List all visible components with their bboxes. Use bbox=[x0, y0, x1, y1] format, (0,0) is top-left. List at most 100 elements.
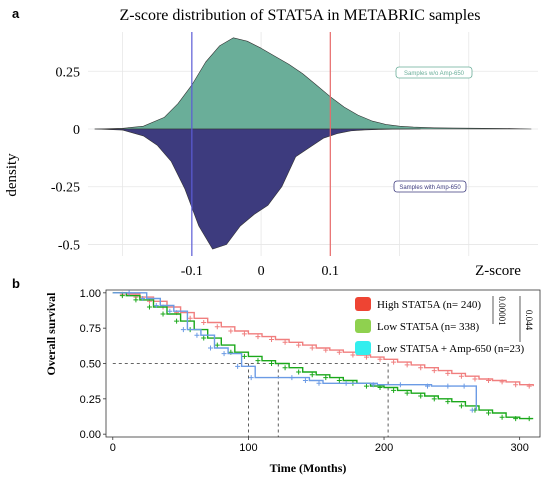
censor-mark bbox=[526, 416, 532, 422]
survival-median-lines bbox=[112, 363, 389, 437]
censor-mark bbox=[133, 297, 139, 303]
censor-mark bbox=[289, 375, 295, 381]
survival-x-tick: 200 bbox=[375, 442, 393, 454]
density-x-ticks: -0.1 0 0.1 bbox=[181, 264, 339, 279]
pvalue-annotations: 0.00001 0.044 bbox=[492, 296, 534, 342]
censor-mark bbox=[316, 380, 322, 386]
legend-swatch bbox=[355, 297, 371, 311]
censor-mark bbox=[526, 383, 532, 389]
censor-mark bbox=[377, 356, 383, 362]
censor-mark bbox=[119, 293, 125, 299]
survival-x-ticks: 0 100 200 300 bbox=[110, 437, 529, 454]
series-label-text: Samples w/o Amp-650 bbox=[404, 71, 465, 77]
survival-curve-high-stat5a bbox=[112, 292, 534, 387]
density-y-label: density bbox=[4, 153, 20, 197]
censor-mark bbox=[187, 315, 193, 321]
censor-mark bbox=[255, 334, 261, 340]
censor-mark bbox=[153, 303, 159, 309]
survival-y-label: Overall survival bbox=[44, 292, 58, 376]
censor-mark bbox=[255, 358, 261, 364]
censor-mark bbox=[160, 311, 166, 317]
survival-x-tick: 0 bbox=[110, 442, 116, 454]
legend-label: Low STAT5A (n= 338) bbox=[377, 321, 480, 333]
censor-mark bbox=[343, 380, 349, 386]
censor-mark bbox=[363, 383, 369, 389]
density-y-tick: 0.25 bbox=[56, 65, 81, 80]
series-label-text: Samples with Amp-650 bbox=[399, 185, 461, 191]
censor-mark bbox=[472, 376, 478, 382]
legend-label: High STAT5A (n= 240) bbox=[377, 299, 481, 311]
censor-mark bbox=[469, 407, 475, 413]
censor-mark bbox=[309, 345, 315, 351]
panel-b-label: b bbox=[12, 276, 20, 291]
density-y-tick: -0.25 bbox=[51, 181, 80, 196]
censor-mark bbox=[269, 336, 275, 342]
censor-mark bbox=[336, 377, 342, 383]
censor-mark bbox=[126, 290, 132, 296]
censor-mark bbox=[214, 324, 220, 330]
survival-x-tick: 100 bbox=[239, 442, 257, 454]
series-label-box bbox=[395, 66, 473, 79]
censor-mark bbox=[486, 410, 492, 416]
censor-mark bbox=[418, 393, 424, 399]
censor-mark bbox=[499, 414, 505, 420]
censor-mark bbox=[404, 390, 410, 396]
series-label-box bbox=[393, 180, 467, 193]
survival-curve-low-stat5a bbox=[112, 292, 534, 420]
pvalue-1: 0.00001 bbox=[497, 296, 507, 325]
censor-mark bbox=[397, 382, 403, 388]
density-title: Z-score distribution of STAT5A in METABR… bbox=[120, 7, 481, 24]
censor-mark bbox=[445, 370, 451, 376]
censor-mark bbox=[282, 365, 288, 371]
density-x-label: Z-score bbox=[475, 263, 521, 279]
censor-mark bbox=[282, 339, 288, 345]
series-label-with-amp: Samples with Amp-650 bbox=[393, 180, 467, 193]
survival-y-ticks: 1.00 0.75 0.50 0.25 0.00 bbox=[80, 288, 106, 441]
censor-mark bbox=[269, 361, 275, 366]
density-y-ticks: 0.25 0 -0.25 -0.5 bbox=[51, 65, 80, 253]
censor-mark bbox=[377, 385, 383, 391]
censor-mark bbox=[425, 383, 430, 389]
density-chart: Z-score distribution of STAT5A in METABR… bbox=[4, 7, 538, 279]
censor-mark bbox=[499, 379, 505, 385]
censor-mark bbox=[235, 363, 241, 369]
censor-mark bbox=[431, 368, 437, 374]
censor-mark bbox=[461, 383, 467, 389]
density-area-with-amp bbox=[94, 128, 421, 250]
censor-mark bbox=[208, 345, 213, 351]
censor-mark bbox=[445, 383, 451, 389]
survival-y-tick: 0.25 bbox=[80, 394, 101, 406]
censor-mark bbox=[296, 369, 302, 375]
density-vlines bbox=[191, 32, 331, 256]
censor-mark bbox=[140, 295, 146, 301]
censor-mark bbox=[418, 365, 424, 371]
censor-mark bbox=[363, 354, 369, 360]
survival-y-tick: 0.75 bbox=[80, 323, 101, 335]
density-y-tick: -0.5 bbox=[58, 238, 80, 253]
survival-x-label: Time (Months) bbox=[270, 461, 347, 475]
survival-curves bbox=[112, 290, 534, 422]
density-areas bbox=[94, 37, 532, 250]
panel-a-label: a bbox=[12, 6, 20, 21]
censor-mark bbox=[221, 351, 227, 357]
censor-mark bbox=[486, 377, 492, 383]
censor-mark bbox=[404, 362, 410, 368]
survival-x-tick: 300 bbox=[510, 442, 528, 454]
censor-mark bbox=[302, 377, 308, 383]
survival-y-tick: 0.00 bbox=[80, 429, 101, 441]
censor-mark bbox=[391, 387, 397, 393]
censor-mark bbox=[391, 359, 397, 365]
survival-chart: 1.00 0.75 0.50 0.25 0.00 0 100 200 300 Time (Mo… bbox=[44, 288, 541, 475]
censor-mark bbox=[180, 327, 186, 333]
legend-label: Low STAT5A + Amp-650 (n=23) bbox=[377, 343, 525, 355]
censor-mark bbox=[350, 352, 356, 358]
censor-mark bbox=[431, 396, 437, 402]
censor-mark bbox=[309, 372, 315, 378]
censor-mark bbox=[201, 335, 207, 341]
density-y-tick: 0 bbox=[73, 123, 80, 138]
censor-mark bbox=[458, 373, 464, 379]
legend-swatch bbox=[355, 319, 371, 333]
density-area-without-amp bbox=[94, 37, 532, 130]
density-x-tick: 0.1 bbox=[322, 264, 340, 279]
